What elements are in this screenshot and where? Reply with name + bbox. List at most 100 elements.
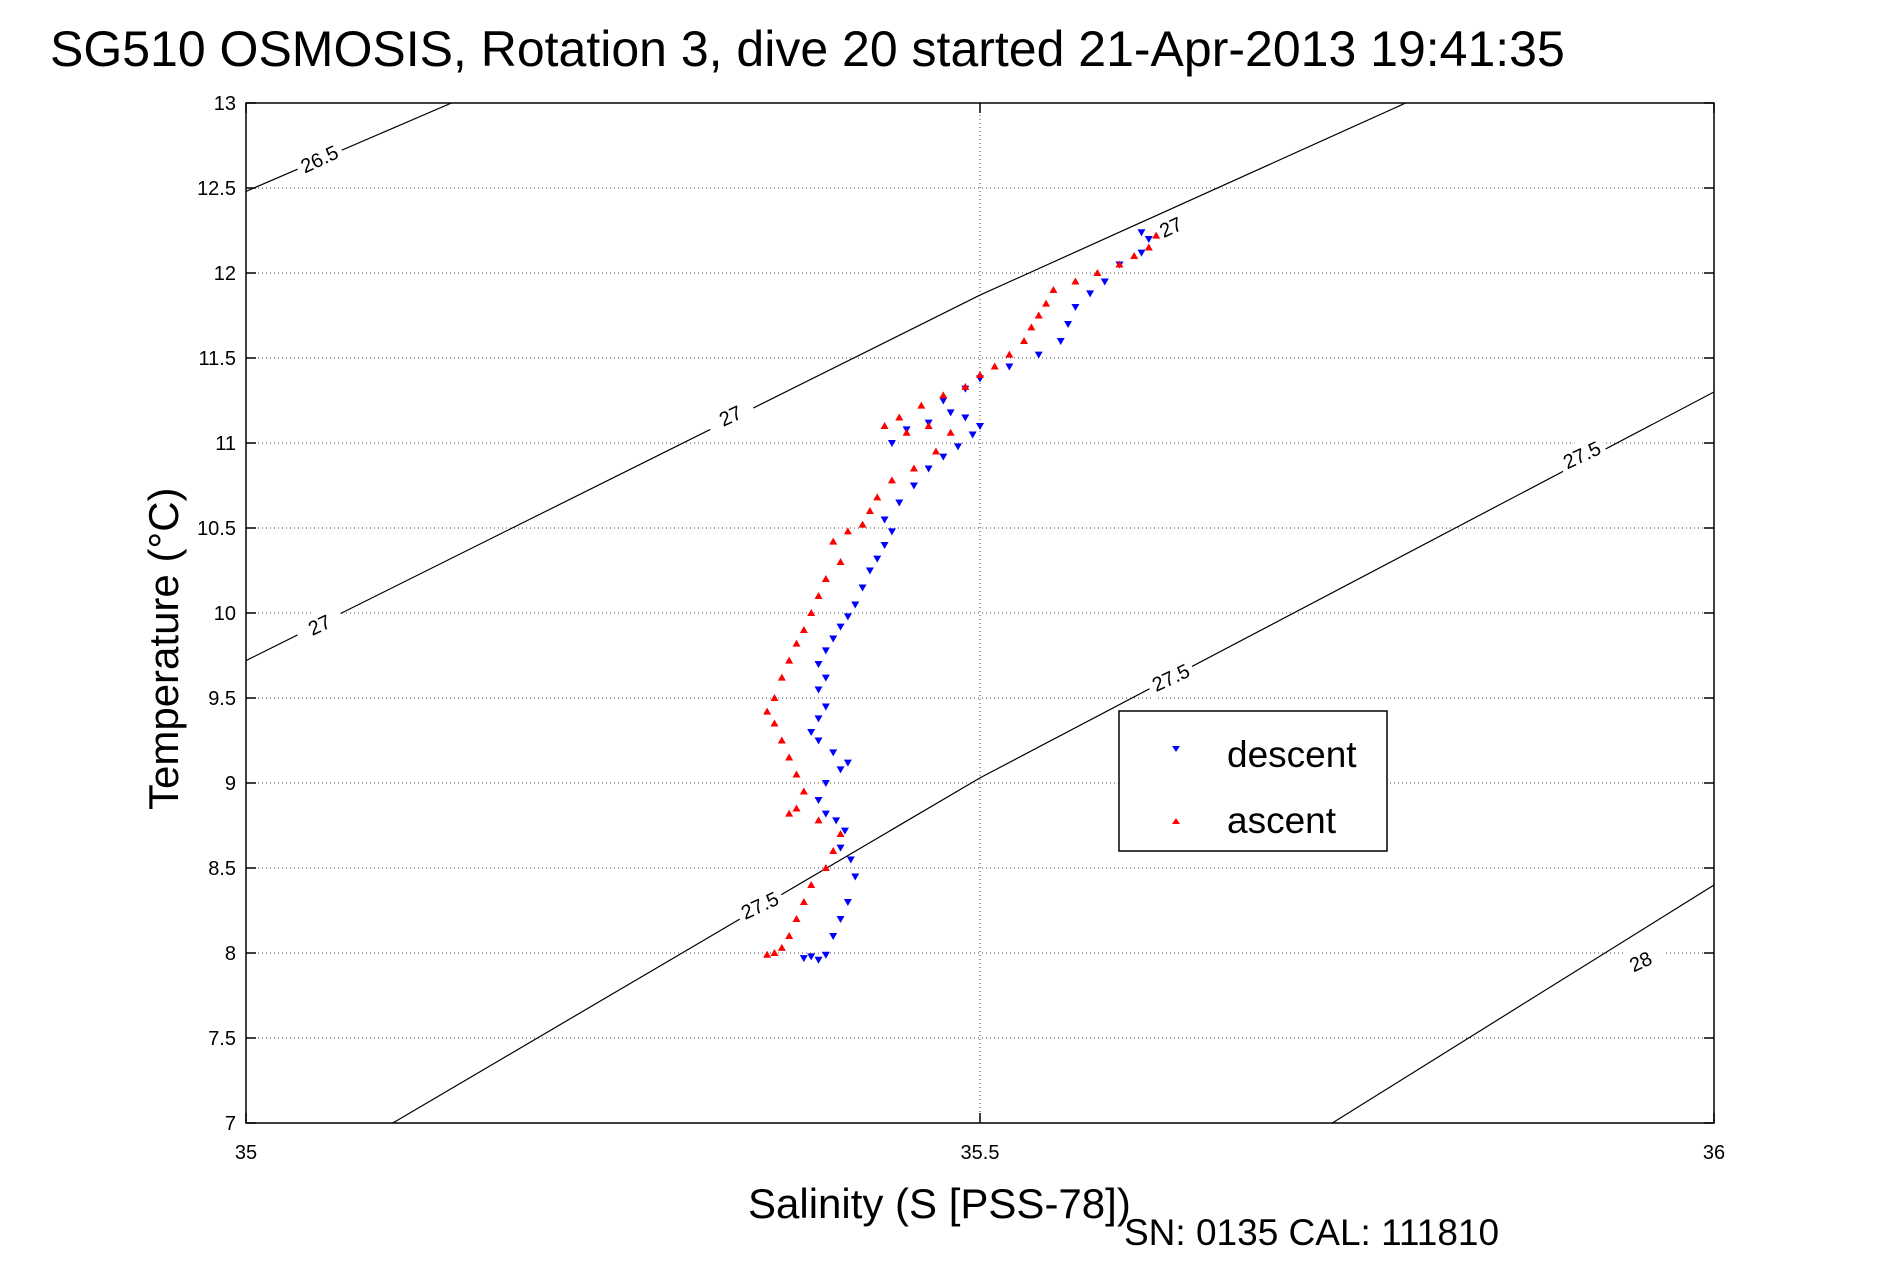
data-point-descent bbox=[946, 409, 955, 417]
data-point-ascent bbox=[821, 575, 830, 582]
data-point-descent bbox=[843, 613, 852, 621]
data-point-ascent bbox=[1115, 260, 1124, 268]
grid-lines bbox=[246, 103, 1714, 1123]
data-point-ascent bbox=[909, 464, 918, 472]
legend: descent ascent bbox=[1118, 710, 1388, 852]
contour-label-background bbox=[291, 602, 347, 646]
data-point-ascent bbox=[843, 527, 852, 535]
data-point-descent bbox=[887, 440, 896, 447]
data-point-ascent bbox=[792, 804, 801, 812]
data-point-descent bbox=[1064, 321, 1073, 328]
data-point-ascent bbox=[785, 932, 794, 939]
data-point-ascent bbox=[792, 770, 801, 778]
data-point-descent bbox=[836, 844, 845, 852]
data-point-descent bbox=[821, 674, 830, 682]
y-tick-label: 8 bbox=[225, 943, 236, 965]
data-point-descent bbox=[829, 635, 838, 643]
data-point-descent bbox=[821, 810, 830, 818]
data-point-ascent bbox=[814, 592, 823, 599]
data-points bbox=[763, 229, 1161, 964]
contour-label-background bbox=[291, 136, 347, 181]
data-point-ascent bbox=[829, 537, 838, 545]
x-tick-label: 35 bbox=[235, 1142, 257, 1164]
y-tick-label: 10.5 bbox=[197, 518, 236, 540]
data-point-ascent bbox=[785, 656, 794, 664]
data-point-ascent bbox=[807, 609, 816, 616]
data-point-ascent bbox=[799, 626, 808, 633]
data-point-descent bbox=[821, 951, 830, 959]
data-point-ascent bbox=[1005, 350, 1014, 358]
data-point-ascent bbox=[785, 753, 794, 761]
data-point-descent bbox=[814, 737, 823, 745]
data-point-descent bbox=[961, 414, 970, 422]
data-point-descent bbox=[939, 453, 948, 461]
y-tick-label: 13 bbox=[214, 93, 236, 115]
data-point-ascent bbox=[792, 639, 801, 647]
data-point-ascent bbox=[990, 362, 999, 370]
data-point-ascent bbox=[887, 476, 896, 484]
data-point-descent bbox=[814, 686, 823, 694]
data-point-ascent bbox=[829, 847, 838, 854]
data-point-descent bbox=[843, 899, 852, 906]
data-point-descent bbox=[976, 423, 984, 430]
data-point-descent bbox=[880, 542, 889, 549]
data-point-ascent bbox=[763, 950, 772, 958]
data-point-ascent bbox=[880, 422, 889, 429]
data-point-ascent bbox=[924, 422, 933, 429]
legend-label-descent: descent bbox=[1227, 734, 1357, 775]
data-point-descent bbox=[821, 703, 830, 711]
data-point-descent bbox=[1056, 338, 1065, 345]
y-tick-label: 11 bbox=[215, 433, 236, 455]
data-point-descent bbox=[1100, 278, 1109, 286]
data-point-ascent bbox=[1144, 243, 1153, 251]
data-point-descent bbox=[829, 933, 838, 940]
data-point-ascent bbox=[946, 428, 955, 436]
data-point-descent bbox=[1071, 304, 1080, 311]
data-point-ascent bbox=[865, 507, 874, 514]
data-point-ascent bbox=[961, 382, 970, 390]
data-point-descent bbox=[807, 953, 816, 961]
density-contour-label: 28 bbox=[1612, 938, 1668, 983]
data-point-ascent bbox=[785, 809, 794, 817]
data-point-descent bbox=[846, 856, 855, 864]
y-tick-label: 7 bbox=[225, 1113, 236, 1135]
density-contour-line bbox=[392, 391, 1714, 1123]
data-point-descent bbox=[840, 827, 849, 835]
y-tick-label: 10 bbox=[214, 603, 236, 625]
data-point-descent bbox=[814, 661, 823, 668]
data-point-ascent bbox=[1027, 323, 1036, 331]
data-point-descent bbox=[865, 567, 874, 575]
y-tick-label: 11.5 bbox=[199, 348, 236, 370]
data-point-descent bbox=[1034, 351, 1043, 359]
serial-calibration-note: SN: 0135 CAL: 111810 bbox=[1124, 1212, 1499, 1253]
data-point-descent bbox=[1137, 229, 1146, 237]
contour-label-background bbox=[732, 882, 787, 927]
data-point-descent bbox=[887, 528, 896, 536]
y-tick-label: 9.5 bbox=[208, 688, 236, 710]
data-point-descent bbox=[939, 397, 948, 405]
data-point-descent bbox=[968, 431, 977, 439]
data-point-ascent bbox=[931, 447, 940, 455]
data-point-ascent bbox=[1049, 286, 1058, 293]
data-point-ascent bbox=[777, 673, 786, 681]
legend-box bbox=[1118, 710, 1388, 852]
data-point-descent bbox=[851, 601, 860, 609]
data-point-ascent bbox=[770, 694, 779, 701]
data-point-ascent bbox=[976, 371, 984, 378]
x-axis-label: Salinity (S [PSS-78]) bbox=[748, 1180, 1131, 1227]
data-point-ascent bbox=[1093, 269, 1102, 276]
density-contour-line bbox=[1331, 884, 1714, 1123]
data-point-descent bbox=[829, 749, 838, 757]
data-point-descent bbox=[909, 482, 918, 490]
data-point-descent bbox=[814, 797, 823, 804]
data-point-ascent bbox=[799, 787, 808, 795]
data-point-descent bbox=[851, 873, 860, 881]
data-point-ascent bbox=[1152, 231, 1161, 239]
data-point-descent bbox=[895, 499, 904, 507]
data-point-ascent bbox=[902, 428, 911, 436]
data-point-descent bbox=[1005, 363, 1014, 371]
data-point-descent bbox=[924, 465, 933, 473]
data-point-descent bbox=[1086, 290, 1095, 298]
